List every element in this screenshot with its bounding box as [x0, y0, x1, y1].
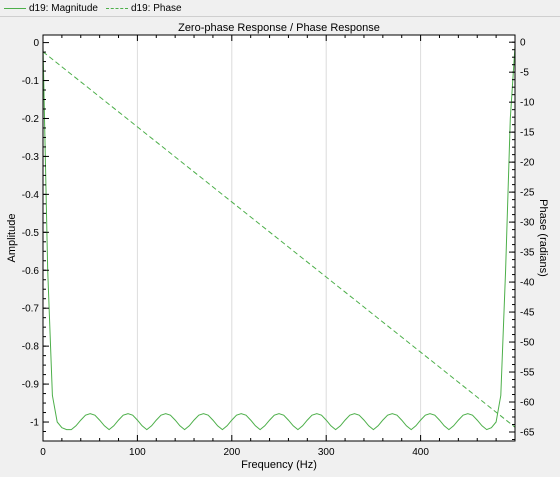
y2-axis-label: Phase (radians) [537, 199, 549, 277]
legend-swatch-dashed [106, 7, 128, 9]
y-tick-label: -0.1 [22, 76, 40, 87]
chart-legend: d19: Magnitude d19: Phase [0, 0, 560, 17]
y2-tick-label: -65 [520, 428, 535, 439]
y-tick-label: -0.2 [22, 114, 40, 125]
magnitude-series-line [42, 46, 516, 431]
y-axis-label: Amplitude [6, 214, 18, 263]
axes: 0 100 200 300 400 0 -0.1 -0.2 -0.3 -0.4 -0.5 -0.6 -0… [22, 34, 535, 458]
y-tick-label: 0 [33, 38, 39, 49]
y2-tick-label: -45 [520, 308, 535, 319]
y-tick-label: -0.9 [22, 380, 40, 391]
plot-background [43, 35, 515, 441]
grid-lines [136, 35, 422, 441]
y2-tick-label: -20 [520, 158, 535, 169]
y2-tick-label: -60 [520, 398, 535, 409]
plot-area [43, 35, 515, 441]
y2-tick-label: -55 [520, 368, 535, 379]
plot-frame [42, 34, 516, 442]
x-tick-label: 300 [318, 447, 335, 458]
legend-label-phase: d19: Phase [131, 2, 182, 14]
x-tick-label: 100 [129, 447, 146, 458]
legend-swatch-solid [4, 7, 26, 9]
y2-tick-label: 0 [520, 38, 526, 49]
x-axis-label: Frequency (Hz) [241, 459, 317, 471]
y2-tick-label: -15 [520, 128, 535, 139]
legend-label-magnitude: d19: Magnitude [29, 2, 98, 14]
y-tick-label: -1 [30, 418, 39, 429]
y-tick-label: -0.4 [22, 190, 40, 201]
y2-tick-label: -25 [520, 188, 535, 199]
y-tick-label: -0.7 [22, 304, 40, 315]
y-tick-label: -0.6 [22, 266, 40, 277]
y2-tick-label: -10 [520, 98, 535, 109]
y-tick-label: -0.5 [22, 228, 40, 239]
y-tick-label: -0.8 [22, 342, 40, 353]
phase-series-line [42, 51, 516, 428]
legend-entry-phase[interactable]: d19: Phase [106, 1, 182, 15]
series-layer [42, 46, 516, 431]
legend-entry-magnitude[interactable]: d19: Magnitude [4, 1, 98, 15]
y2-tick-label: -5 [520, 68, 529, 79]
y2-tick-label: -35 [520, 248, 535, 259]
x-tick-label: 0 [40, 447, 46, 458]
y-tick-label: -0.3 [22, 152, 40, 163]
chart-title: Zero-phase Response / Phase Response [178, 22, 380, 34]
x-tick-label: 400 [412, 447, 429, 458]
x-tick-label: 200 [223, 447, 240, 458]
y2-tick-label: -30 [520, 218, 535, 229]
y2-tick-label: -50 [520, 338, 535, 349]
y2-tick-label: -40 [520, 278, 535, 289]
